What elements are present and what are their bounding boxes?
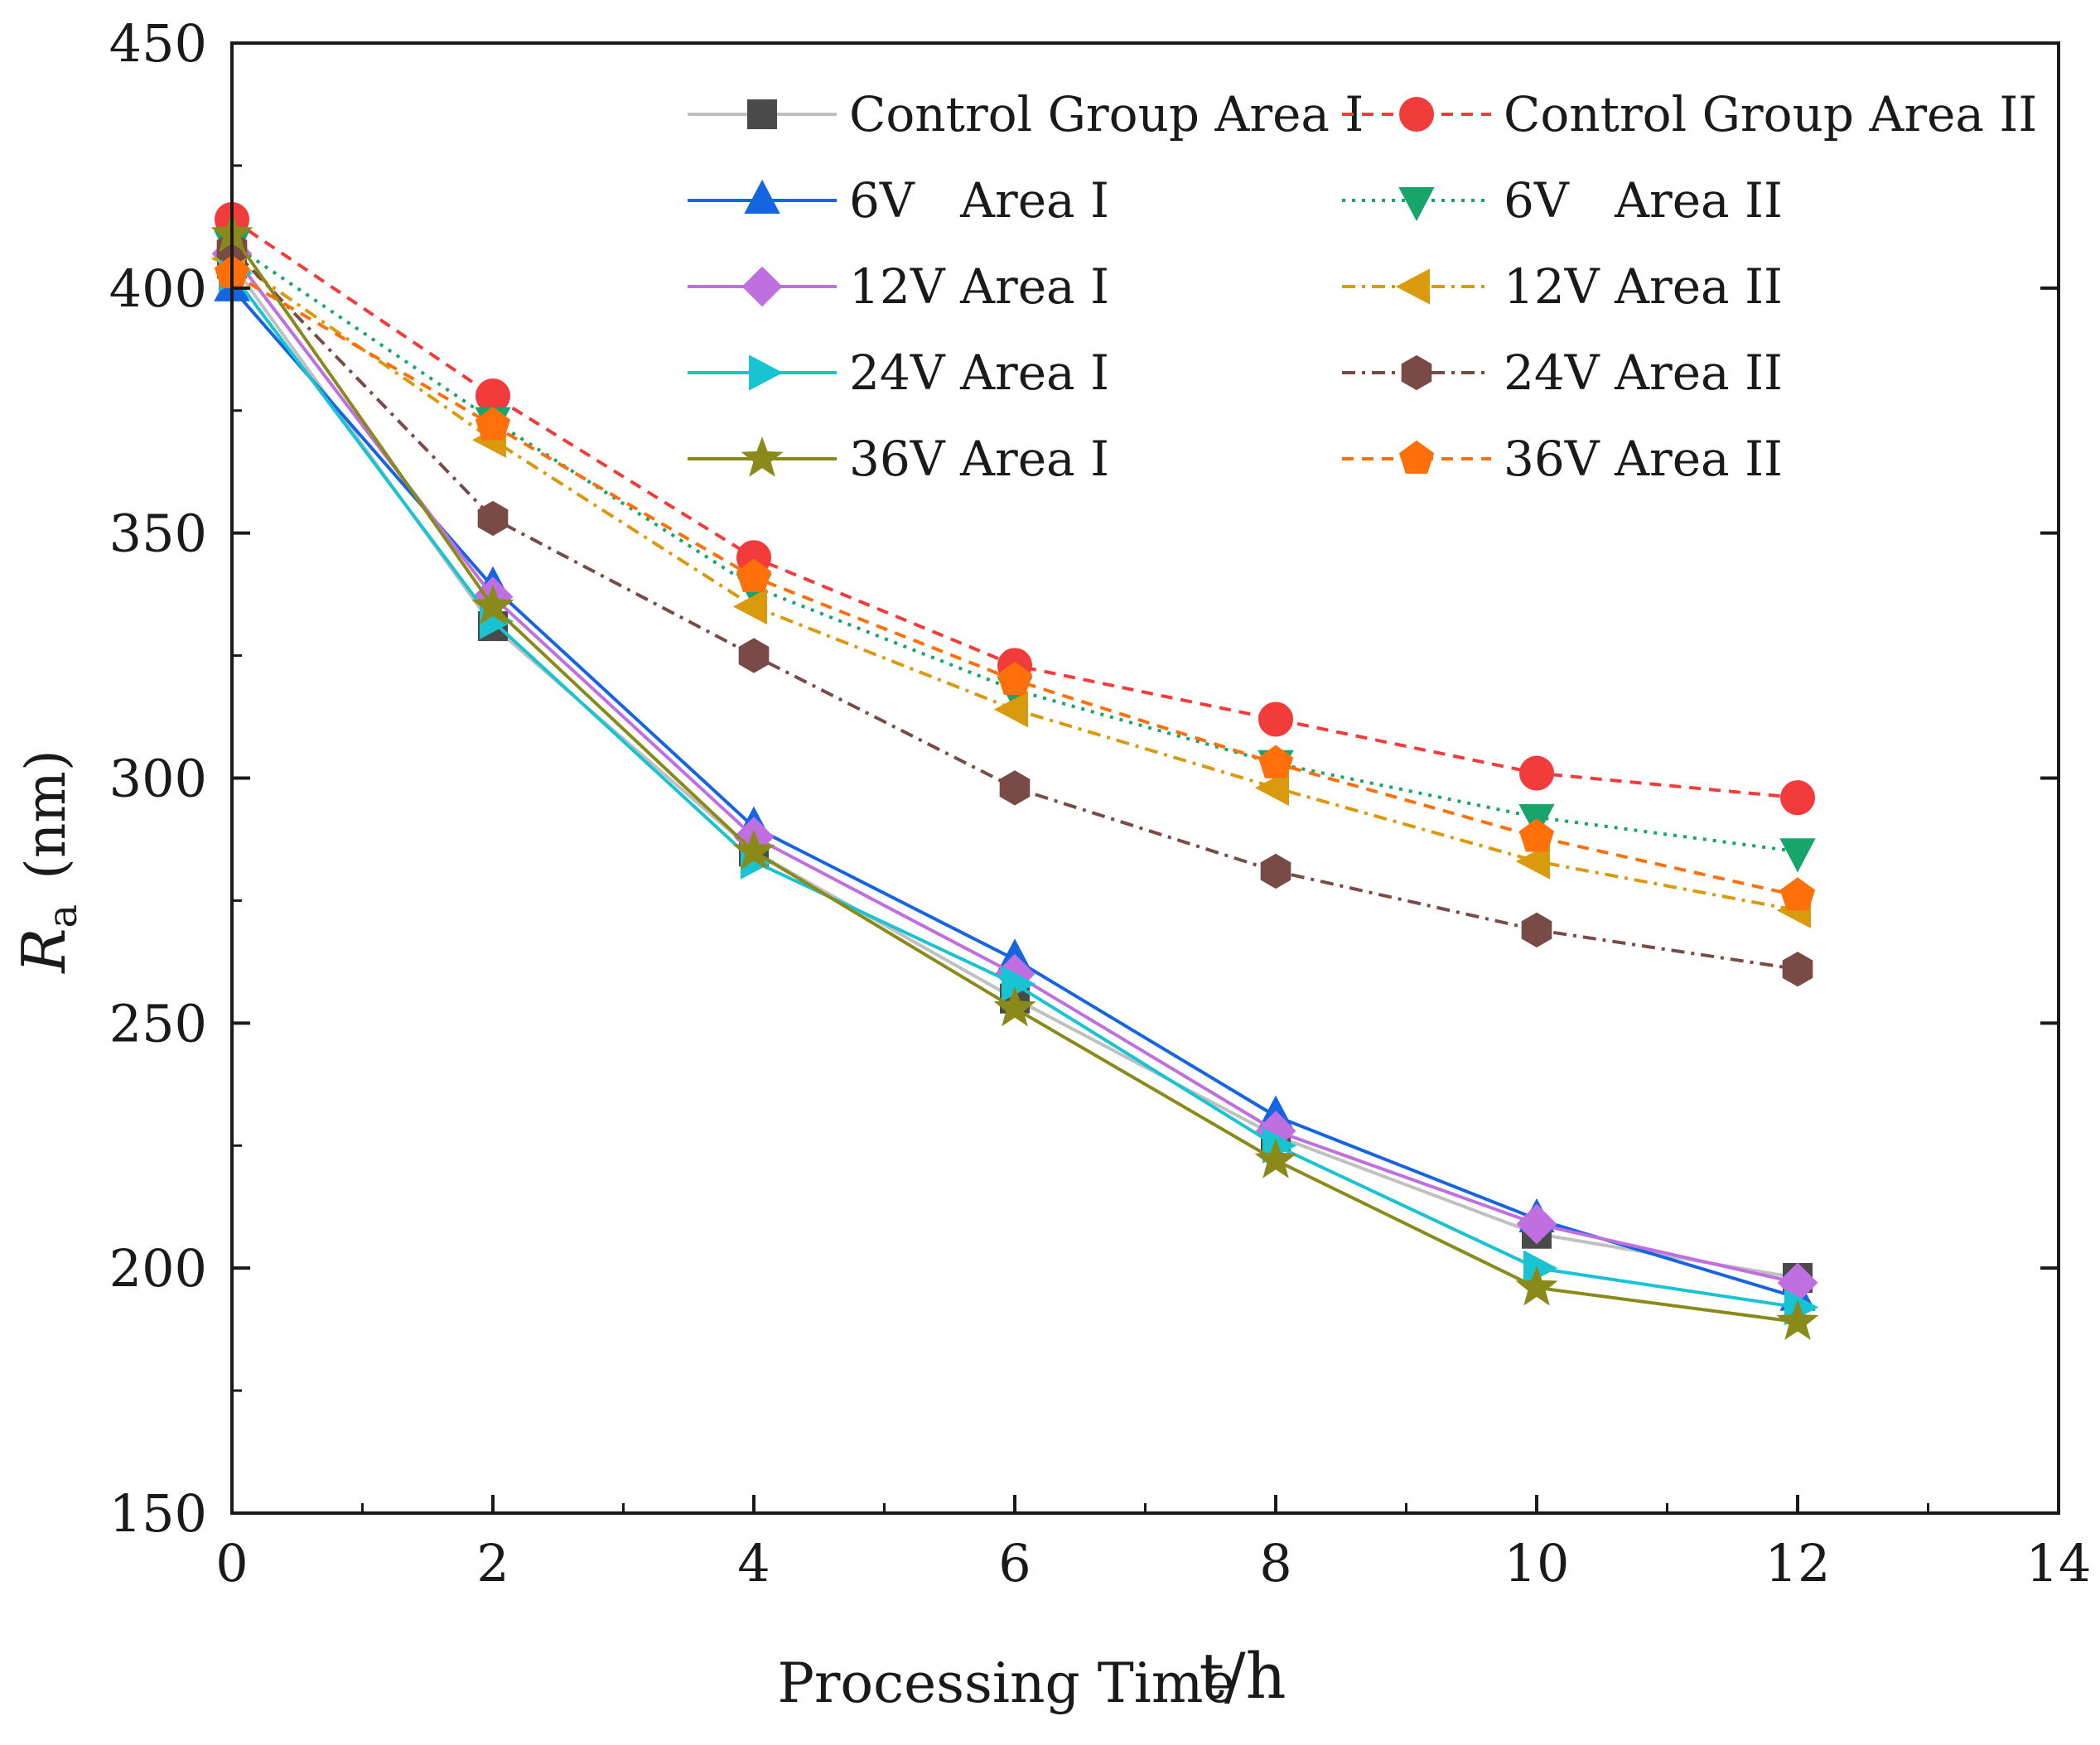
series-36v-area-ii bbox=[214, 254, 1816, 911]
x-tick-label: 4 bbox=[737, 1533, 770, 1593]
legend: Control Group Area I Control Group Area I… bbox=[688, 86, 2037, 487]
legend-label: 6V Area II bbox=[1504, 172, 1783, 229]
data-point-36v-area-ii bbox=[997, 661, 1033, 696]
data-point-36v-area-i bbox=[471, 584, 514, 625]
x-tick-label: 12 bbox=[1765, 1533, 1831, 1593]
legend-item-36v-area-i: 36V Area I bbox=[688, 431, 1109, 487]
x-tick-label: 2 bbox=[476, 1533, 509, 1593]
data-point-36v-area-ii bbox=[1518, 818, 1555, 852]
legend-item-36v-area-ii: 36V Area II bbox=[1342, 431, 1783, 487]
data-point-36v-area-i bbox=[1776, 1299, 1819, 1341]
y-tick-label: 150 bbox=[109, 1483, 207, 1544]
legend-label: 36V Area I bbox=[849, 431, 1109, 487]
data-point-24v-area-i bbox=[1002, 966, 1036, 1002]
legend-marker bbox=[1399, 97, 1434, 132]
legend-label: 6V Area I bbox=[849, 172, 1109, 229]
data-point-36v-area-ii bbox=[475, 407, 511, 441]
data-point-24v-area-ii bbox=[477, 500, 509, 537]
series-layer bbox=[210, 202, 1819, 1341]
legend-item-control-group-area-ii: Control Group Area II bbox=[1342, 86, 2037, 142]
data-point-12v-area-ii bbox=[993, 692, 1028, 728]
legend-item-24v-area-ii: 24V Area II bbox=[1342, 345, 1783, 401]
x-tick-label: 8 bbox=[1259, 1533, 1291, 1593]
data-point-24v-area-ii bbox=[1260, 853, 1291, 889]
legend-item-6v-area-ii: 6V Area II bbox=[1342, 172, 1783, 229]
legend-marker bbox=[1398, 187, 1435, 222]
series-36v-area-i bbox=[210, 211, 1819, 1341]
data-point-control-group-area-ii bbox=[1258, 701, 1293, 737]
x-tick-label: 6 bbox=[998, 1533, 1031, 1593]
legend-label: 24V Area II bbox=[1504, 345, 1783, 401]
x-tick-label: 10 bbox=[1504, 1533, 1570, 1593]
data-point-36v-area-ii bbox=[1779, 877, 1816, 911]
legend-label: 36V Area II bbox=[1504, 431, 1783, 487]
y-tick-label: 200 bbox=[109, 1238, 207, 1299]
data-point-6v-area-ii bbox=[1779, 838, 1816, 873]
data-point-24v-area-ii bbox=[999, 770, 1031, 806]
data-point-24v-area-ii bbox=[738, 638, 770, 673]
y-tick-label: 450 bbox=[109, 13, 207, 74]
data-point-36v-area-ii bbox=[1258, 745, 1294, 779]
y-axis-title-text: Ra (nm) bbox=[9, 750, 86, 974]
y-axis-symbol: R bbox=[9, 928, 79, 975]
tick-layer: 0 2 4 6 8 10 12 14 150 200 250 300 350 400 450 bbox=[109, 13, 2092, 1593]
data-point-36v-area-i bbox=[1515, 1265, 1558, 1306]
legend-label: 12V Area II bbox=[1504, 258, 1783, 315]
y-tick-label: 300 bbox=[109, 749, 207, 809]
legend-label: Control Group Area II bbox=[1504, 86, 2037, 142]
x-tick-label: 14 bbox=[2026, 1533, 2092, 1593]
legend-marker bbox=[1395, 268, 1430, 305]
legend-marker bbox=[741, 266, 783, 307]
data-point-36v-area-i bbox=[993, 986, 1036, 1027]
data-point-36v-area-i bbox=[732, 829, 775, 870]
data-point-control-group-area-ii bbox=[1519, 755, 1554, 791]
data-point-12v-area-ii bbox=[1515, 843, 1550, 880]
x-axis-unit: t/h bbox=[1199, 1639, 1286, 1713]
legend-item-24v-area-i: 24V Area I bbox=[688, 345, 1109, 401]
legend-marker bbox=[747, 99, 777, 129]
legend-item-control-group-area-i: Control Group Area I bbox=[688, 86, 1364, 142]
legend-item-6v-area-i: 6V Area I bbox=[688, 172, 1109, 229]
legend-label: 24V Area I bbox=[849, 345, 1109, 401]
series-24v-area-ii bbox=[216, 231, 1813, 987]
legend-marker bbox=[749, 354, 784, 391]
y-axis-subscript: a bbox=[40, 904, 86, 928]
x-axis-title: Processing Time bbox=[777, 1651, 1235, 1715]
legend-label: 12V Area I bbox=[849, 258, 1109, 315]
y-axis-title: Ra (nm) bbox=[9, 750, 86, 974]
data-point-control-group-area-ii bbox=[1780, 780, 1815, 816]
legend-marker bbox=[1398, 440, 1435, 474]
legend-item-12v-area-ii: 12V Area II bbox=[1342, 258, 1783, 315]
y-tick-label: 350 bbox=[109, 504, 207, 564]
data-point-12v-area-i bbox=[1516, 1203, 1557, 1245]
y-tick-label: 250 bbox=[109, 993, 207, 1053]
legend-marker bbox=[744, 179, 780, 214]
x-tick-label: 0 bbox=[215, 1533, 248, 1593]
y-tick-label: 400 bbox=[109, 258, 207, 319]
data-point-24v-area-ii bbox=[1782, 952, 1813, 987]
data-point-36v-area-i bbox=[1254, 1138, 1297, 1179]
data-point-12v-area-ii bbox=[732, 588, 767, 625]
legend-item-12v-area-i: 12V Area I bbox=[688, 258, 1109, 315]
y-axis-unit: (nm) bbox=[14, 750, 78, 880]
data-point-24v-area-ii bbox=[1521, 912, 1552, 948]
legend-marker bbox=[741, 436, 784, 477]
legend-label: Control Group Area I bbox=[849, 86, 1364, 142]
legend-marker bbox=[1401, 354, 1432, 391]
data-point-12v-area-ii bbox=[1254, 769, 1289, 806]
data-point-36v-area-ii bbox=[736, 558, 772, 592]
